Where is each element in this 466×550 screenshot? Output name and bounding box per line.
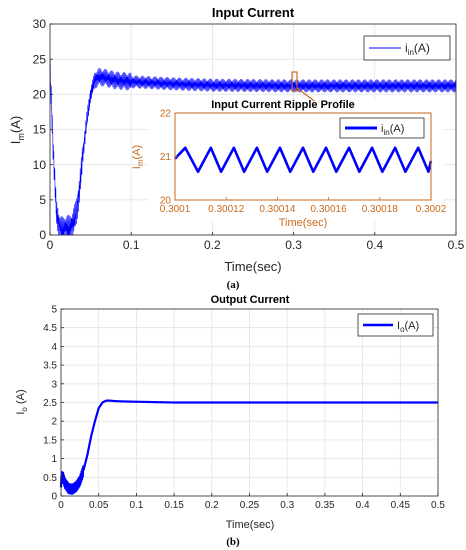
panel-a-x-label: Time(sec) xyxy=(224,259,281,274)
b-y-tick-label: 0.5 xyxy=(43,473,57,484)
panel-b-legend-box xyxy=(357,313,434,337)
a-x-tick-label: 0.5 xyxy=(448,238,465,252)
b-x-tick-label: 0 xyxy=(58,500,64,511)
i-y-tick-label: 21 xyxy=(160,152,172,163)
panel-a-y-ticks: 0 5 10 15 20 25 30 xyxy=(33,17,53,242)
inset-legend-box xyxy=(339,117,425,139)
zoom-region-marker xyxy=(291,71,298,92)
inset-legend-tail: (A) xyxy=(390,123,405,135)
panel-a-title: Input Current xyxy=(212,5,295,20)
a-x-tick-label: 0.4 xyxy=(366,238,383,252)
i-x-tick-label: 0.3002 xyxy=(416,204,447,215)
panel-a-lines xyxy=(49,58,457,236)
panel-b-y-label-sub: o xyxy=(20,407,29,412)
inset-x-ticks: 0.3001 0.30012 0.30014 0.30016 0.30018 0.3002 xyxy=(160,197,447,215)
panel-a-chart: Input Current 0 0.1 0.2 0.3 0.4 0.5 051015202… xyxy=(8,5,465,291)
b-y-tick-label: 2.5 xyxy=(43,398,57,409)
a-y-tick-label: 20 xyxy=(33,88,47,102)
i-y-tick-label: 22 xyxy=(160,109,172,120)
panel-a-y-label-tail: (A) xyxy=(8,116,23,133)
i-x-tick-label: 0.3001 xyxy=(160,204,191,215)
a-x-tick-label: 0.2 xyxy=(204,238,221,252)
panel-b-legend-sub: o xyxy=(400,325,405,334)
a-x-tick-label: 0.3 xyxy=(285,238,302,252)
b-y-tick-label: 3.5 xyxy=(43,361,57,372)
ripple-inset: Input Current Ripple Profile 0.3001 0.300… xyxy=(131,99,447,229)
inset-legend-sub: in xyxy=(383,128,389,137)
i-x-tick-label: 0.30018 xyxy=(362,204,399,215)
a-y-tick-label: 0 xyxy=(39,228,46,242)
inset-y-label-main: I xyxy=(131,166,143,169)
b-x-tick-label: 0.15 xyxy=(164,500,184,511)
panel-b-y-label-tail: (A) xyxy=(15,389,27,407)
b-x-tick-label: 0.25 xyxy=(240,500,260,511)
inset-y-label-sub: m xyxy=(136,159,145,166)
b-x-tick-label: 0.05 xyxy=(89,500,109,511)
i-x-tick-label: 0.30012 xyxy=(208,204,245,215)
i-x-tick-label: 0.30016 xyxy=(311,204,348,215)
b-x-tick-label: 0.2 xyxy=(205,500,219,511)
b-y-tick-label: 4.5 xyxy=(43,323,57,334)
inset-y-label: Im(A) xyxy=(131,145,145,169)
b-x-tick-label: 0.35 xyxy=(315,500,335,511)
a-x-tick-label: 0 xyxy=(47,238,54,252)
b-y-tick-label: 1 xyxy=(51,454,57,465)
inset-lines xyxy=(174,146,433,174)
panel-b-x-label: Time(sec) xyxy=(226,519,274,531)
panel-b-chart: Output Current 0 0.05 0.1 0.15 0.2 0.25 0.3 0.3… xyxy=(15,294,445,548)
b-x-tick-label: 0.4 xyxy=(356,500,370,511)
b-x-tick-label: 0.3 xyxy=(280,500,294,511)
inset-legend-main: i xyxy=(381,123,383,135)
panel-a-legend-label: iin(A) xyxy=(405,41,430,57)
inset-legend: iin(A) xyxy=(339,117,425,139)
panel-a-legend: iin(A) xyxy=(363,35,451,61)
inset-title: Input Current Ripple Profile xyxy=(211,99,355,111)
i-x-tick-label: 0.30014 xyxy=(259,204,296,215)
inset-y-label-tail: (A) xyxy=(131,145,143,160)
panel-b-legend: Io(A) xyxy=(357,313,434,337)
panel-b-lines xyxy=(59,399,439,495)
panel-a-series-line xyxy=(49,58,457,236)
b-x-tick-label: 0.45 xyxy=(391,500,411,511)
b-x-tick-label: 0.1 xyxy=(129,500,143,511)
a-y-tick-label: 25 xyxy=(33,52,47,66)
panel-a-y-label-main: I xyxy=(8,141,23,145)
panel-b-y-label-main: I xyxy=(15,412,27,415)
panel-a-legend-sub: in xyxy=(408,48,414,57)
panel-a-y-label-sub: m xyxy=(16,133,26,141)
b-y-tick-label: 4 xyxy=(51,342,57,353)
a-y-tick-label: 15 xyxy=(33,123,47,137)
panel-b-caption: (b) xyxy=(226,536,240,548)
inset-legend-label: iin(A) xyxy=(381,123,404,137)
panel-a-x-ticks: 0 0.1 0.2 0.3 0.4 0.5 xyxy=(47,232,465,252)
b-x-tick-label: 0.5 xyxy=(431,500,445,511)
panel-a-y-label: Im(A) xyxy=(8,116,26,144)
inset-series-line xyxy=(174,146,433,174)
b-y-tick-label: 2 xyxy=(51,417,57,428)
inset-y-ticks: 20 21 22 xyxy=(160,109,178,207)
panel-b-y-ticks: 0 0.5 1 1.5 2 2.5 3 3.5 4 4.5 5 xyxy=(43,305,64,503)
a-y-tick-label: 30 xyxy=(33,17,47,31)
a-y-tick-label: 10 xyxy=(33,158,47,172)
b-y-tick-label: 5 xyxy=(51,305,57,316)
b-y-tick-label: 0 xyxy=(51,492,57,503)
panel-b-x-ticks: 0 0.05 0.1 0.15 0.2 0.25 0.3 0.35 0.4 0.45 0.5 xyxy=(58,493,445,511)
panel-b-legend-label: Io(A) xyxy=(397,320,419,334)
panel-b-y-label: Io (A) xyxy=(15,389,29,414)
panel-b-series-line xyxy=(59,399,439,495)
panel-b-title: Output Current xyxy=(211,294,290,306)
panel-a-legend-main: i xyxy=(405,41,408,55)
a-x-tick-label: 0.1 xyxy=(123,238,140,252)
inset-x-label: Time(sec) xyxy=(279,217,327,229)
panel-a-legend-tail: (A) xyxy=(414,41,430,55)
b-y-tick-label: 3 xyxy=(51,379,57,390)
i-y-tick-label: 20 xyxy=(160,196,172,207)
panel-b-legend-main: I xyxy=(397,320,400,332)
a-y-tick-label: 5 xyxy=(39,193,46,207)
panel-a-caption: (a) xyxy=(227,279,240,291)
b-y-tick-label: 1.5 xyxy=(43,435,57,446)
panel-b-legend-tail: (A) xyxy=(405,320,420,332)
